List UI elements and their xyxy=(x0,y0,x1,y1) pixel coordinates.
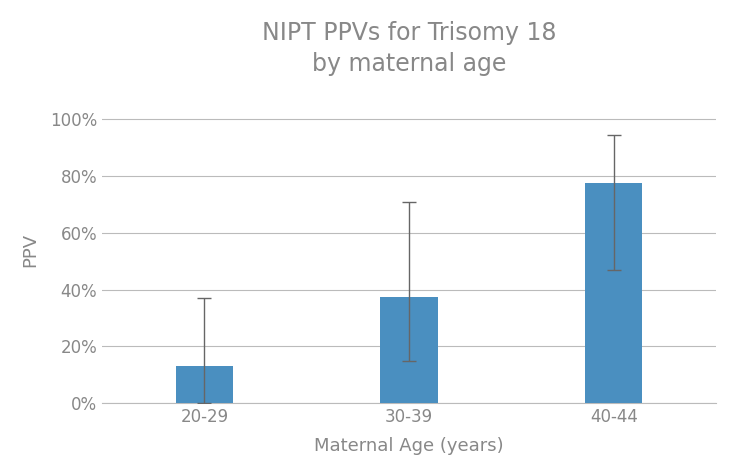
Title: NIPT PPVs for Trisomy 18
by maternal age: NIPT PPVs for Trisomy 18 by maternal age xyxy=(262,21,556,77)
Bar xyxy=(175,366,233,403)
Y-axis label: PPV: PPV xyxy=(21,233,39,267)
Bar xyxy=(380,297,438,403)
X-axis label: Maternal Age (years): Maternal Age (years) xyxy=(314,437,504,455)
Bar xyxy=(585,183,643,403)
